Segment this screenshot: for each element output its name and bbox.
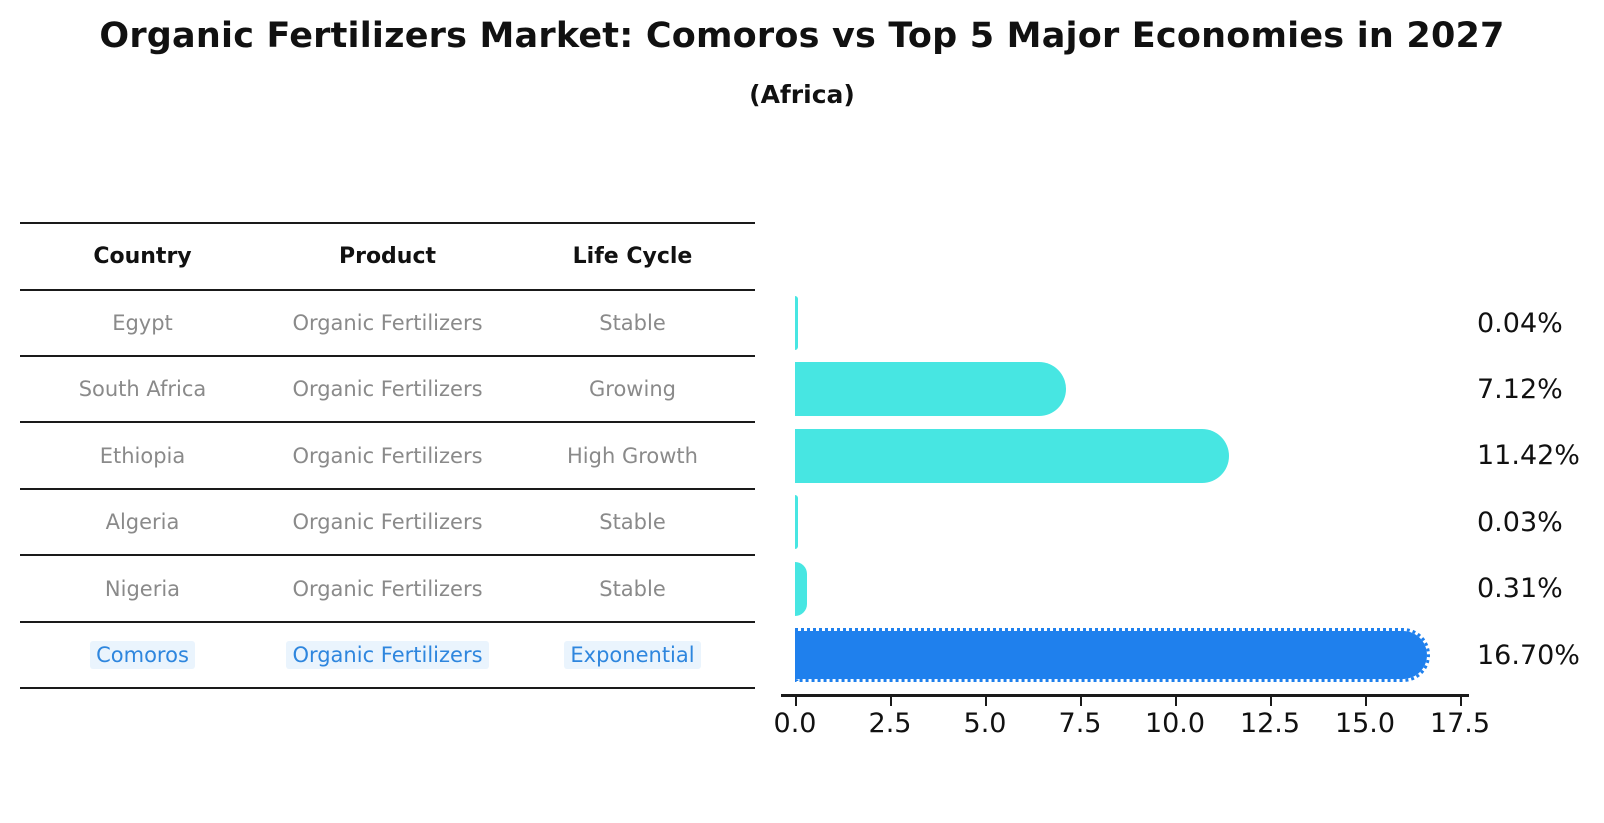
row-separator	[20, 621, 755, 623]
value-label: 0.03%	[1477, 506, 1563, 538]
life-cycle-cell: Exponential	[510, 623, 755, 687]
column-header-life-cycle: Life Cycle	[572, 244, 693, 269]
product-cell: Organic Fertilizers	[292, 311, 483, 335]
bar-algeria	[795, 495, 798, 549]
country-cell: Egypt	[112, 311, 173, 335]
highlighted-text: Comoros	[90, 641, 195, 669]
life-cycle-cell: Stable	[599, 311, 666, 335]
x-axis-tick-label: 5.0	[963, 708, 1007, 739]
bar-nigeria	[795, 561, 807, 616]
bar-comoros-highlighted	[795, 628, 1430, 682]
row-separator	[20, 355, 755, 357]
life-cycle-cell: High Growth	[567, 443, 698, 468]
x-axis-tick-label: 0.0	[773, 708, 817, 739]
table-header-row: Country Product Life Cycle	[0, 224, 1604, 289]
value-label: 0.31%	[1477, 573, 1563, 604]
x-axis-line	[781, 694, 1469, 697]
value-label: 11.42%	[1477, 440, 1580, 471]
x-axis-tick	[795, 697, 797, 706]
table-row-egypt: Egypt Organic Fertilizers Stable 0.04%	[0, 291, 1604, 355]
bar-track	[795, 357, 1460, 421]
bar-track	[795, 556, 1460, 621]
product-cell: Organic Fertilizers	[292, 576, 483, 601]
x-axis-tick-label: 7.5	[1058, 708, 1102, 739]
value-label: 7.12%	[1477, 373, 1563, 405]
table-border-top	[20, 222, 755, 224]
product-cell: Organic Fertilizers	[292, 510, 483, 534]
x-axis-tick	[985, 697, 987, 706]
chart-subtitle: (Africa)	[749, 80, 855, 109]
row-separator	[20, 488, 755, 490]
table-row-nigeria: Nigeria Organic Fertilizers Stable 0.31%	[0, 556, 1604, 621]
bar-track	[795, 623, 1460, 687]
x-axis-tick	[1175, 697, 1177, 706]
x-axis-tick-label: 10.0	[1144, 708, 1206, 739]
value-label: 16.70%	[1477, 639, 1580, 671]
table-row-comoros: Comoros Organic Fertilizers Exponential …	[0, 623, 1604, 687]
country-cell: Nigeria	[104, 576, 181, 601]
chart-title: Organic Fertilizers Market: Comoros vs T…	[99, 16, 1505, 56]
x-axis-tick-label: 17.5	[1429, 708, 1491, 739]
bar-track	[795, 291, 1460, 355]
row-separator	[20, 554, 755, 556]
country-cell: South Africa	[78, 377, 207, 401]
highlighted-text: Organic Fertilizers	[286, 641, 489, 669]
x-axis-tick	[1080, 697, 1082, 706]
table-row-south-africa: South Africa Organic Fertilizers Growing…	[0, 357, 1604, 421]
x-axis-tick-label: 12.5	[1239, 708, 1301, 739]
x-axis-tick	[1270, 697, 1272, 706]
column-header-product: Product	[338, 244, 437, 269]
table-header-separator	[20, 289, 755, 291]
country-cell: Ethiopia	[99, 443, 186, 468]
table-row-ethiopia: Ethiopia Organic Fertilizers High Growth…	[0, 423, 1604, 488]
table-border-bottom	[20, 687, 755, 689]
bar-ethiopia	[795, 428, 1229, 483]
x-axis-tick-label: 15.0	[1334, 708, 1396, 739]
x-axis-tick	[890, 697, 892, 706]
country-cell: Comoros	[20, 623, 265, 687]
table-row-algeria: Algeria Organic Fertilizers Stable 0.03%	[0, 490, 1604, 554]
life-cycle-cell: Stable	[599, 510, 666, 534]
column-header-country: Country	[93, 244, 192, 269]
x-axis-tick	[1365, 697, 1367, 706]
row-separator	[20, 421, 755, 423]
x-axis-tick-label: 2.5	[868, 708, 912, 739]
product-cell: Organic Fertilizers	[292, 443, 483, 468]
product-cell: Organic Fertilizers	[292, 377, 483, 401]
bar-egypt	[795, 296, 798, 350]
life-cycle-cell: Stable	[599, 576, 666, 601]
life-cycle-cell: Growing	[589, 377, 676, 401]
highlighted-text: Exponential	[564, 641, 701, 669]
product-cell: Organic Fertilizers	[265, 623, 510, 687]
value-label: 0.04%	[1477, 307, 1563, 339]
bar-south-africa	[795, 362, 1066, 416]
x-axis-tick	[1460, 697, 1462, 706]
bar-track	[795, 490, 1460, 554]
bar-track	[795, 423, 1460, 488]
country-cell: Algeria	[105, 510, 180, 534]
